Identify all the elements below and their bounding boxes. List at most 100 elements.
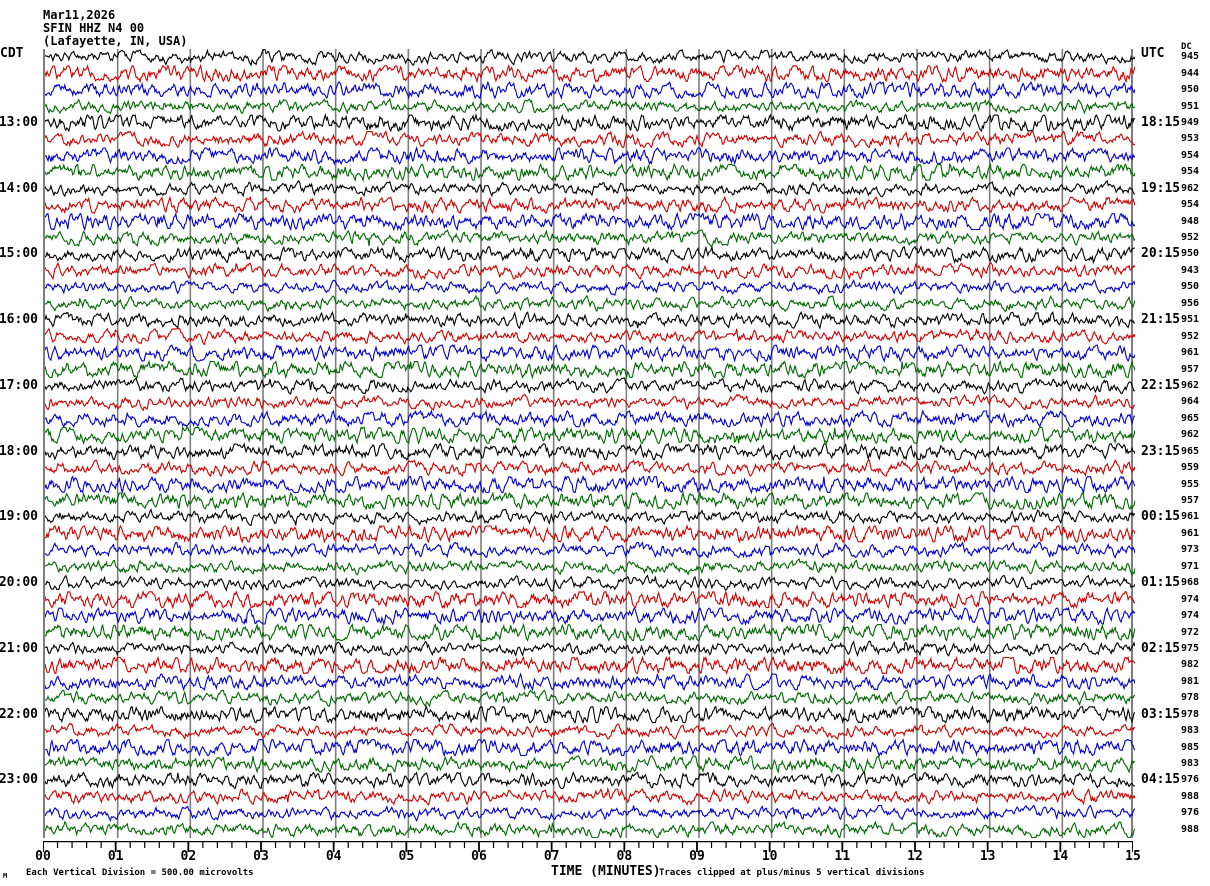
dc-value: 957 — [1181, 363, 1200, 375]
dc-value: 952 — [1181, 232, 1200, 244]
seismic-trace — [45, 557, 1135, 576]
header-location: (Lafayette, IN, USA) — [43, 34, 188, 48]
seismic-trace — [45, 705, 1135, 725]
right-hour-label: 22:15 — [1141, 377, 1181, 393]
seismic-trace — [45, 113, 1135, 133]
right-hour-label: 00:15 — [1141, 509, 1181, 525]
dc-value: 959 — [1181, 462, 1200, 474]
dc-value: 943 — [1181, 264, 1200, 276]
dc-value: 976 — [1181, 807, 1200, 819]
dc-value: 971 — [1181, 560, 1200, 572]
dc-value: 945 — [1181, 51, 1200, 63]
x-tick-label: 10 — [761, 849, 778, 864]
seismic-trace — [45, 655, 1135, 676]
right-hour-label: 02:15 — [1141, 640, 1181, 656]
dc-value: 965 — [1181, 412, 1200, 424]
dc-value: 954 — [1181, 166, 1200, 178]
seismic-trace — [45, 689, 1135, 708]
x-tick-label: 08 — [616, 849, 633, 864]
dc-value: 988 — [1181, 790, 1200, 802]
dc-value: 948 — [1181, 215, 1200, 227]
left-timezone-label: CDT — [0, 46, 24, 61]
dc-value: 954 — [1181, 199, 1200, 211]
seismic-trace — [45, 310, 1135, 330]
dc-value: 956 — [1181, 297, 1200, 309]
seismic-trace — [45, 97, 1135, 115]
dc-value: 964 — [1181, 396, 1200, 408]
x-tick-label: 05 — [398, 849, 415, 864]
x-tick-label: 03 — [253, 849, 269, 864]
seismic-trace — [45, 820, 1135, 838]
right-hour-label: 01:15 — [1141, 575, 1181, 591]
seismic-trace — [45, 179, 1135, 198]
seismic-trace — [45, 408, 1135, 429]
seismic-trace — [45, 442, 1135, 462]
dc-value: 974 — [1181, 610, 1200, 622]
left-hour-label: 20:00 — [0, 575, 38, 591]
right-hour-label: 03:15 — [1141, 706, 1181, 722]
x-tick-label: 11 — [834, 849, 851, 864]
right-hour-label: 18:15 — [1141, 114, 1181, 130]
dc-value: 988 — [1181, 823, 1200, 835]
dc-value: 953 — [1181, 133, 1200, 145]
dc-value: 985 — [1181, 741, 1200, 753]
seismic-trace — [45, 278, 1135, 296]
dc-value: 972 — [1181, 626, 1200, 638]
dc-value: 951 — [1181, 100, 1200, 112]
x-tick-label: 07 — [543, 849, 560, 864]
seismogram-plot[interactable] — [43, 49, 1135, 838]
seismic-trace — [45, 672, 1135, 692]
seismic-trace — [45, 377, 1135, 395]
seismic-trace — [45, 229, 1135, 248]
dc-value: 962 — [1181, 182, 1200, 194]
dc-value: 950 — [1181, 281, 1200, 293]
seismic-trace — [45, 425, 1135, 446]
seismic-trace — [45, 327, 1135, 346]
dc-value: 974 — [1181, 593, 1200, 605]
right-hour-label: 21:15 — [1141, 312, 1181, 328]
seismic-trace — [45, 508, 1135, 527]
dc-value: 944 — [1181, 67, 1200, 79]
corner-glyph: M — [3, 872, 8, 880]
seismic-trace — [45, 245, 1135, 265]
seismic-trace — [45, 737, 1135, 758]
seismic-trace — [45, 294, 1135, 313]
seismic-trace — [45, 771, 1135, 790]
seismic-trace — [45, 211, 1135, 232]
dc-value: 982 — [1181, 659, 1200, 671]
x-tick-label: 04 — [325, 849, 342, 864]
dc-value: 965 — [1181, 445, 1200, 457]
dc-value: 962 — [1181, 379, 1200, 391]
seismic-trace — [45, 606, 1135, 627]
seismic-trace — [45, 491, 1135, 511]
x-tick-label: 14 — [1052, 849, 1069, 864]
dc-value: 983 — [1181, 758, 1200, 770]
dc-value: 949 — [1181, 116, 1200, 128]
left-hour-label: 17:00 — [0, 377, 38, 393]
seismic-trace — [45, 786, 1135, 807]
x-tick-label: 15 — [1125, 849, 1141, 864]
right-hour-label: 19:15 — [1141, 180, 1181, 196]
seismic-trace — [45, 393, 1135, 412]
dc-value: 950 — [1181, 84, 1200, 96]
dc-value: 968 — [1181, 577, 1200, 589]
seismic-trace — [45, 574, 1135, 593]
x-tick-label: 06 — [471, 849, 487, 864]
vertical-scale-note: Each Vertical Division = 500.00 microvol… — [26, 868, 254, 878]
left-hour-label: 23:00 — [0, 772, 38, 788]
seismic-trace — [45, 722, 1135, 741]
dc-value: 975 — [1181, 642, 1200, 654]
right-timezone-label: UTC — [1141, 46, 1165, 61]
seismic-trace — [45, 261, 1135, 281]
left-hour-label: 15:00 — [0, 246, 38, 262]
dc-column-header: DC — [1181, 42, 1192, 52]
dc-value: 981 — [1181, 675, 1200, 687]
left-hour-label: 14:00 — [0, 180, 38, 196]
dc-value: 954 — [1181, 149, 1200, 161]
dc-value: 978 — [1181, 708, 1200, 720]
dc-value: 978 — [1181, 692, 1200, 704]
right-hour-label: 20:15 — [1141, 246, 1181, 262]
dc-value: 961 — [1181, 527, 1200, 539]
x-axis-title: TIME (MINUTES) — [551, 864, 661, 879]
seismic-trace — [45, 129, 1135, 149]
